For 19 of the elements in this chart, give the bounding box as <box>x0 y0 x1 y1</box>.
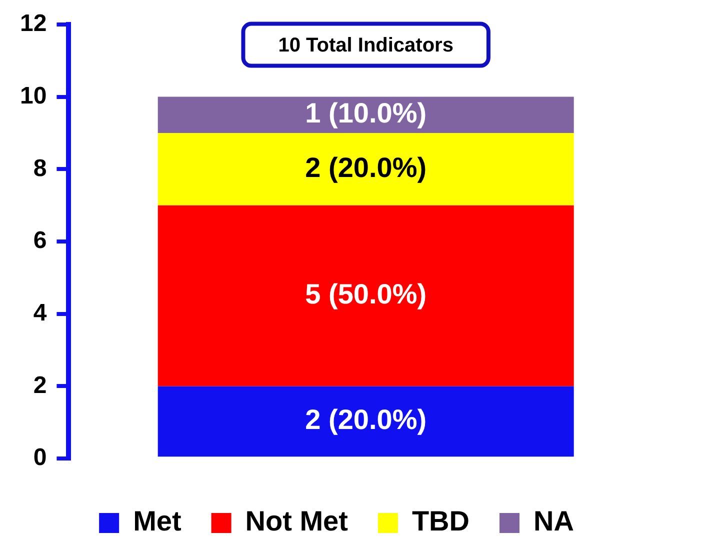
y-tick-label: 6 <box>33 227 47 254</box>
y-tick-label: 8 <box>33 154 47 182</box>
bar <box>158 205 574 386</box>
y-tick-label: 12 <box>20 10 47 38</box>
data-label: 2 (20.0%) <box>305 152 427 183</box>
legend-label: Met <box>133 506 182 537</box>
legend-label: Not Met <box>245 506 348 537</box>
bar <box>158 132 574 206</box>
y-tick-label: 2 <box>33 372 47 399</box>
legend-label: NA <box>533 506 574 537</box>
data-label: 2 (20.0%) <box>305 404 427 436</box>
data-label: 5 (50.0%) <box>305 278 427 310</box>
data-label: 1 (10.0%) <box>305 98 427 129</box>
y-tick-label: 10 <box>20 82 47 110</box>
y-tick-label: 4 <box>33 299 48 326</box>
legend-label: TBD <box>412 506 470 537</box>
total-label: 10 Total Indicators <box>278 34 454 56</box>
bar <box>158 96 574 133</box>
y-tick-label: 0 <box>33 444 47 472</box>
